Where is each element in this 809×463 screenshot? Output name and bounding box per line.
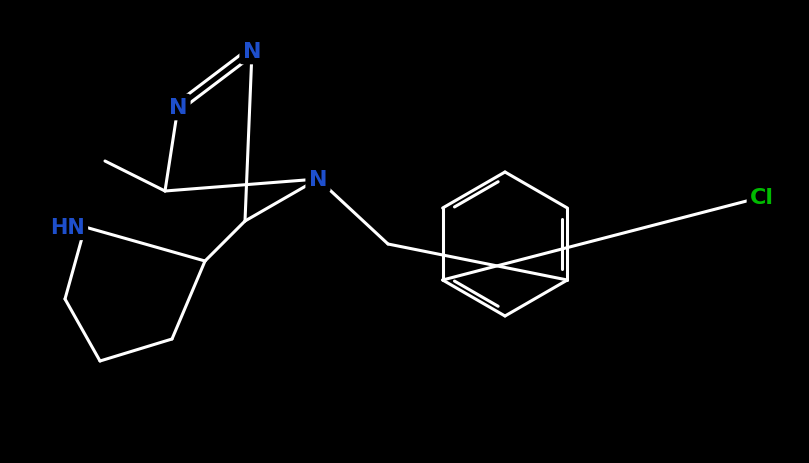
Text: N: N — [169, 98, 187, 118]
Text: Cl: Cl — [750, 188, 774, 207]
Text: HN: HN — [50, 218, 85, 238]
Text: N: N — [243, 42, 261, 62]
Text: N: N — [309, 169, 328, 189]
